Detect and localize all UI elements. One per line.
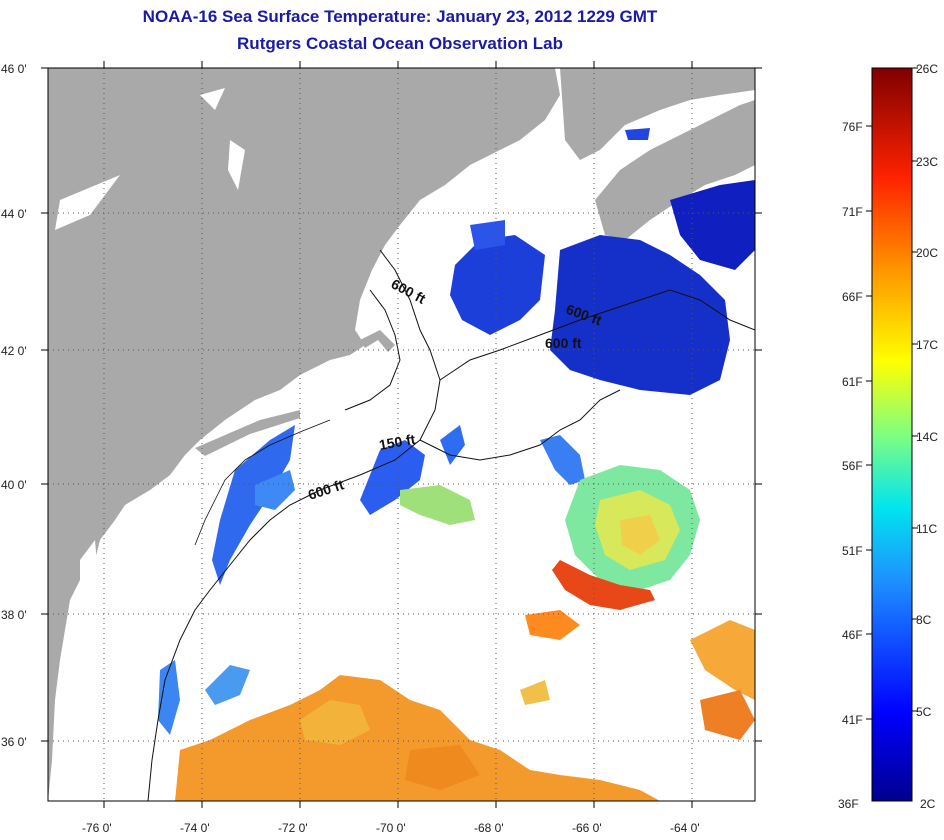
lon-tick-label: -66 0' — [572, 821, 602, 835]
colorbar-fahrenheit-label: 46F — [842, 628, 863, 642]
land-nova-scotia — [595, 100, 755, 240]
lat-tick-label: 44 0' — [1, 207, 27, 221]
colorbar-celsius-label: 11C — [916, 522, 937, 536]
map-title: NOAA-16 Sea Surface Temperature: January… — [142, 7, 658, 26]
colorbar-fahrenheit-label: 61F — [842, 375, 863, 389]
lat-tick-label: 42 0' — [1, 344, 27, 358]
lon-tick-label: -76 0' — [82, 821, 112, 835]
colorbar-celsius-label: 26C — [916, 62, 938, 76]
colorbar-celsius-label: 5C — [916, 705, 932, 719]
lat-tick-label: 40 0' — [1, 478, 27, 492]
land-cape-cod — [360, 330, 395, 352]
land-us-coast — [48, 68, 560, 801]
colorbar-fahrenheit-label: 76F — [842, 120, 863, 134]
lon-tick-label: -72 0' — [278, 821, 308, 835]
lat-tick-label: 36 0' — [1, 735, 27, 749]
contour-label: 150 ft — [378, 431, 417, 453]
colorbar-fahrenheit-label: 36F — [838, 797, 859, 811]
colorbar-celsius-label: 20C — [916, 246, 938, 260]
colorbar-celsius-label: 17C — [916, 338, 938, 352]
colorbar-celsius-label: 23C — [916, 155, 938, 169]
colorbar-celsius-label: 2C — [920, 797, 936, 811]
lat-tick-label: 46 0' — [1, 62, 27, 76]
colorbar-fahrenheit-label: 56F — [842, 459, 863, 473]
lon-tick-label: -64 0' — [670, 821, 700, 835]
colorbar-fahrenheit-label: 71F — [842, 205, 863, 219]
colorbar-celsius-label: 14C — [916, 430, 938, 444]
contour-label: 600 ft — [545, 335, 582, 351]
land-long-island — [195, 410, 300, 456]
colorbar-celsius-label: 8C — [916, 613, 932, 627]
lat-tick-label: 38 0' — [1, 608, 27, 622]
lon-tick-label: -70 0' — [376, 821, 406, 835]
lon-tick-label: -68 0' — [474, 821, 504, 835]
colorbar-fahrenheit-label: 41F — [842, 713, 863, 727]
lon-tick-label: -74 0' — [180, 821, 210, 835]
map-frame — [47, 67, 756, 802]
land-new-brunswick — [560, 68, 755, 160]
map-subtitle: Rutgers Coastal Ocean Observation Lab — [237, 34, 563, 53]
colorbar-fahrenheit-label: 66F — [842, 290, 863, 304]
colorbar-fahrenheit-label: 51F — [842, 544, 863, 558]
colorbar — [871, 67, 913, 802]
